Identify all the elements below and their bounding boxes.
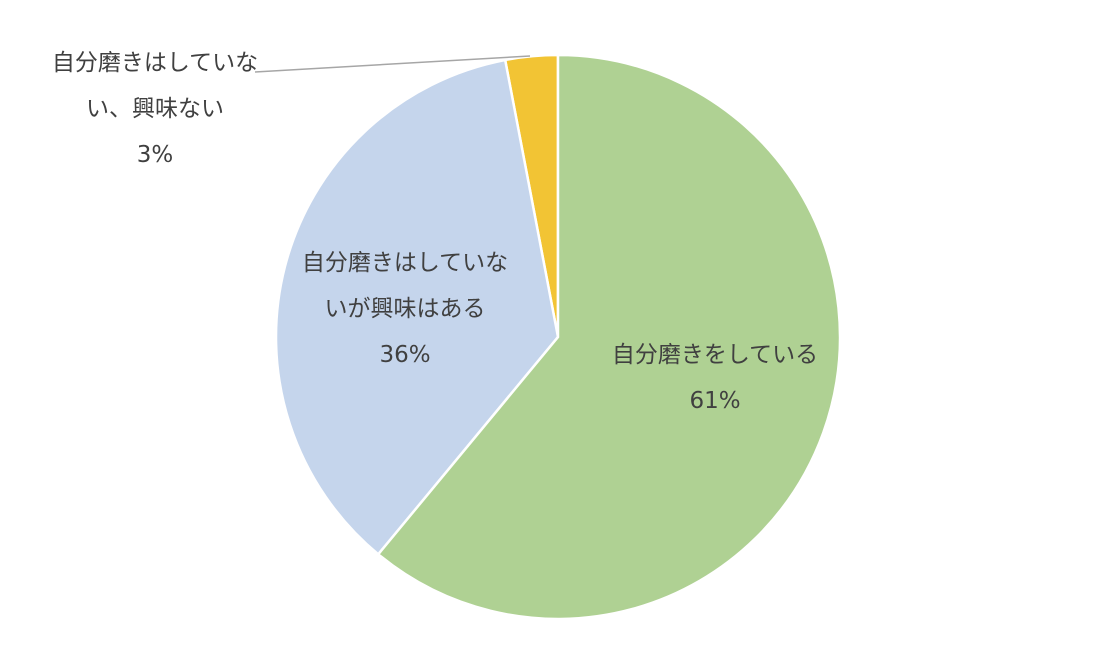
- slice-label: 自分磨きはしていないが興味はある 36%: [300, 240, 510, 378]
- pie-slice: [274, 58, 560, 557]
- value-label: 3%: [136, 142, 174, 168]
- value-label: 61%: [689, 388, 741, 414]
- slice-label: 自分磨きをしている 61%: [590, 332, 840, 424]
- value-label: 36%: [379, 342, 431, 368]
- leader-line: [254, 55, 531, 73]
- category-label: 自分磨きはしていない、興味ない: [51, 50, 259, 122]
- pie-slice: [376, 53, 842, 621]
- category-label: 自分磨きはしていないが興味はある: [301, 250, 509, 322]
- category-label: 自分磨きをしている: [611, 342, 819, 368]
- slice-label: 自分磨きはしていない、興味ない 3%: [50, 40, 260, 178]
